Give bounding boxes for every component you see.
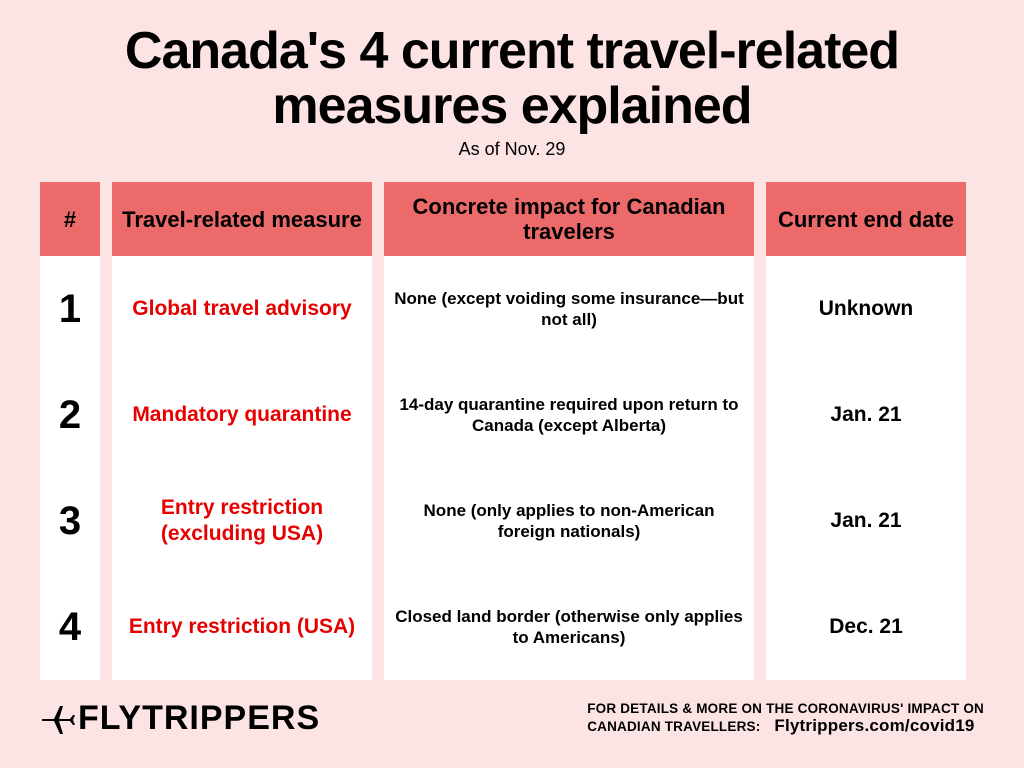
- page-title: Canada's 4 current travel-related measur…: [40, 24, 984, 133]
- row-number: 4: [40, 574, 100, 680]
- footer-text-line2: CANADIAN TRAVELLERS: Flytrippers.com/cov…: [587, 716, 984, 736]
- column-number: # 1 2 3 4: [40, 182, 100, 680]
- footer-text-line1: FOR DETAILS & MORE ON THE CORONAVIRUS' I…: [587, 701, 984, 716]
- row-number: 1: [40, 256, 100, 362]
- row-impact: None (only applies to non-American forei…: [384, 468, 754, 574]
- row-measure: Entry restriction (USA): [112, 574, 372, 680]
- row-number: 2: [40, 362, 100, 468]
- footer-note: FOR DETAILS & MORE ON THE CORONAVIRUS' I…: [587, 701, 984, 736]
- th-end-date: Current end date: [766, 182, 966, 256]
- row-impact: 14-day quarantine required upon return t…: [384, 362, 754, 468]
- cells-end-date: Unknown Jan. 21 Jan. 21 Dec. 21: [766, 256, 966, 680]
- column-measure: Travel-related measure Global travel adv…: [112, 182, 372, 680]
- row-end-date: Unknown: [766, 256, 966, 362]
- airplane-icon: [40, 702, 76, 736]
- row-number: 3: [40, 468, 100, 574]
- brand-logo: FLYTRIPPERS: [40, 699, 320, 738]
- row-end-date: Dec. 21: [766, 574, 966, 680]
- row-end-date: Jan. 21: [766, 468, 966, 574]
- cells-impact: None (except voiding some insurance—but …: [384, 256, 754, 680]
- measures-table: # 1 2 3 4 Travel-related measure Global …: [40, 182, 984, 680]
- brand-name: FLYTRIPPERS: [78, 699, 320, 738]
- row-measure: Entry restriction (excluding USA): [112, 468, 372, 574]
- row-measure: Mandatory quarantine: [112, 362, 372, 468]
- column-end-date: Current end date Unknown Jan. 21 Jan. 21…: [766, 182, 966, 680]
- infographic-container: Canada's 4 current travel-related measur…: [0, 0, 1024, 680]
- row-measure: Global travel advisory: [112, 256, 372, 362]
- footer: FLYTRIPPERS FOR DETAILS & MORE ON THE CO…: [40, 699, 984, 738]
- page-subtitle: As of Nov. 29: [40, 139, 984, 160]
- row-end-date: Jan. 21: [766, 362, 966, 468]
- row-impact: Closed land border (otherwise only appli…: [384, 574, 754, 680]
- footer-url: Flytrippers.com/covid19: [774, 716, 974, 735]
- th-number: #: [40, 182, 100, 256]
- th-impact: Concrete impact for Canadian travelers: [384, 182, 754, 256]
- column-impact: Concrete impact for Canadian travelers N…: [384, 182, 754, 680]
- cells-measure: Global travel advisory Mandatory quarant…: [112, 256, 372, 680]
- footer-label: CANADIAN TRAVELLERS:: [587, 719, 760, 734]
- th-measure: Travel-related measure: [112, 182, 372, 256]
- cells-number: 1 2 3 4: [40, 256, 100, 680]
- row-impact: None (except voiding some insurance—but …: [384, 256, 754, 362]
